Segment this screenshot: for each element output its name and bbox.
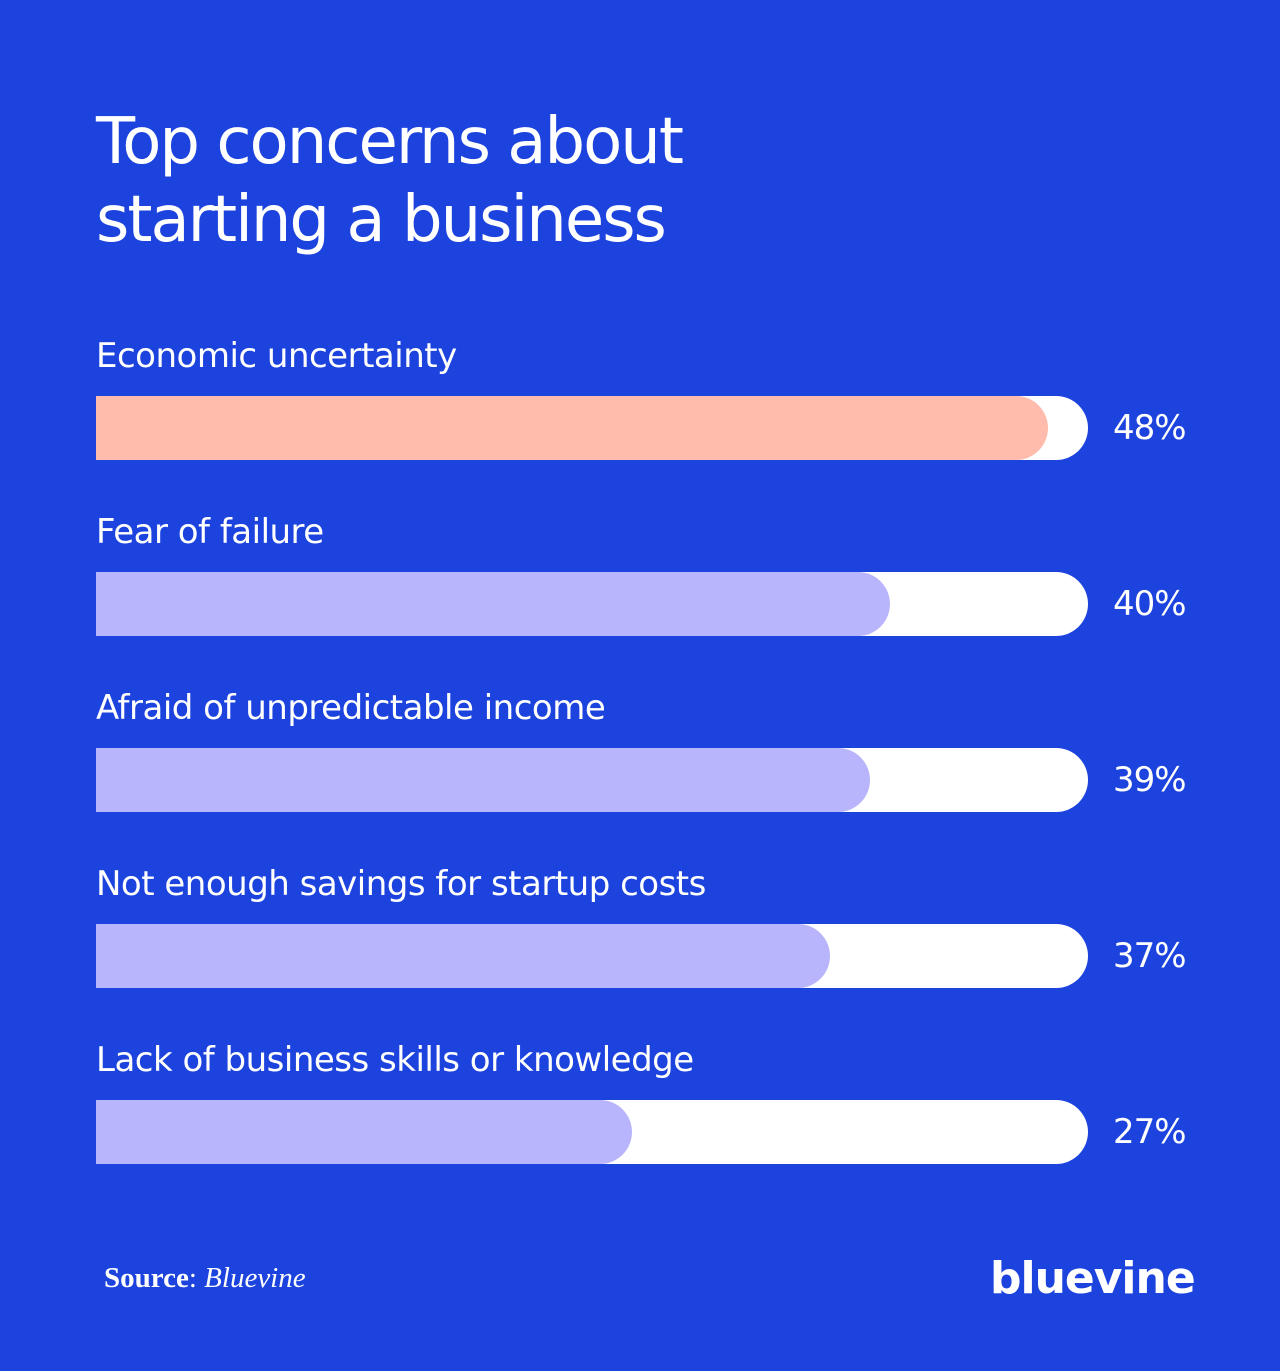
source-label: Source <box>104 1262 189 1294</box>
category-label: Lack of business skills or knowledge <box>96 1040 694 1080</box>
bar-row: Lack of business skills or knowledge 27% <box>96 1034 1216 1174</box>
bar <box>96 1100 632 1164</box>
bar-row: Economic uncertainty 48% <box>96 330 1216 470</box>
bar-track <box>96 396 1088 460</box>
source-separator: : <box>188 1262 205 1294</box>
value-label: 39% <box>1113 760 1187 800</box>
value-label: 27% <box>1113 1112 1187 1152</box>
bar-row: Afraid of unpredictable income 39% <box>96 682 1216 822</box>
category-label: Economic uncertainty <box>96 336 457 376</box>
chart-title: Top concerns about starting a business <box>96 103 996 259</box>
bar <box>96 572 890 636</box>
value-label: 37% <box>1113 936 1187 976</box>
bar-track <box>96 1100 1088 1164</box>
value-label: 40% <box>1113 584 1187 624</box>
bar-track <box>96 924 1088 988</box>
bluevine-logo: bluevine <box>990 1253 1196 1304</box>
bar <box>96 396 1048 460</box>
bar-track <box>96 572 1088 636</box>
category-label: Afraid of unpredictable income <box>96 688 606 728</box>
bar-track <box>96 748 1088 812</box>
bar <box>96 748 870 812</box>
source-value: Bluevine <box>204 1262 306 1294</box>
bar-row: Fear of failure 40% <box>96 506 1216 646</box>
category-label: Fear of failure <box>96 512 324 552</box>
bar <box>96 924 830 988</box>
chart-title-line-2: starting a business <box>96 183 667 257</box>
value-label: 48% <box>1113 408 1187 448</box>
bar-chart: Economic uncertainty 48% Fear of failure 40… <box>96 330 1216 1180</box>
chart-title-line-1: Top concerns about <box>96 105 684 179</box>
source-note: Source: Bluevine <box>104 1261 306 1295</box>
category-label: Not enough savings for startup costs <box>96 864 706 904</box>
bar-row: Not enough savings for startup costs 37% <box>96 858 1216 998</box>
